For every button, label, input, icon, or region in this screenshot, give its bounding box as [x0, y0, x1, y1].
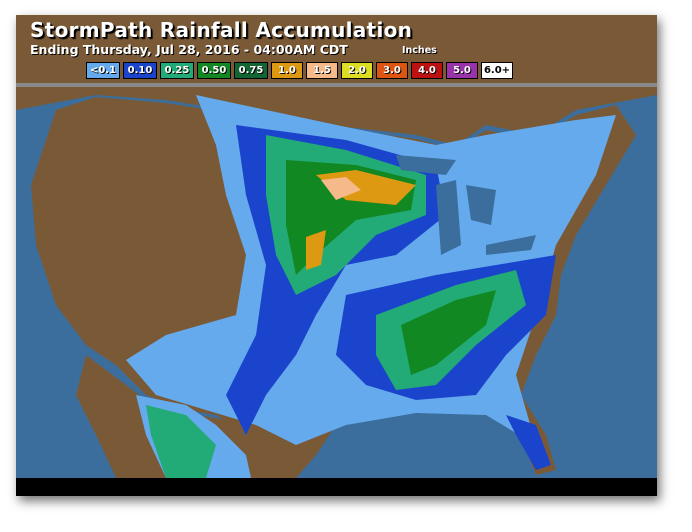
legend-swatch: 2.0 [341, 62, 373, 79]
rainfall-overlay [126, 95, 616, 478]
legend-swatch: 0.50 [197, 62, 231, 79]
legend-swatch: <0.1 [86, 62, 120, 79]
header-divider [16, 83, 657, 87]
legend-units: Inches [402, 45, 437, 56]
canada-land [16, 15, 657, 145]
legend-swatch: 0.10 [123, 62, 157, 79]
map-subtitle: Ending Thursday, Jul 28, 2016 - 04:00AM … [30, 42, 348, 57]
bottom-bar [16, 478, 657, 496]
legend-swatch: 0.25 [160, 62, 194, 79]
great-lakes [396, 155, 536, 255]
legend-swatch: 5.0 [446, 62, 478, 79]
legend-swatch: 1.5 [306, 62, 338, 79]
legend-swatch: 1.0 [271, 62, 303, 79]
rainfall-map-frame: StormPath Rainfall Accumulation Ending T… [16, 15, 657, 496]
legend-swatch: 6.0+ [481, 62, 513, 79]
rainfall-map [16, 15, 657, 496]
legend-swatch: 3.0 [376, 62, 408, 79]
legend: <0.1 0.10 0.25 0.50 0.75 1.0 1.5 2.0 3.0… [86, 62, 513, 79]
map-title: StormPath Rainfall Accumulation [30, 18, 413, 42]
legend-swatch: 0.75 [234, 62, 268, 79]
legend-swatch: 4.0 [411, 62, 443, 79]
